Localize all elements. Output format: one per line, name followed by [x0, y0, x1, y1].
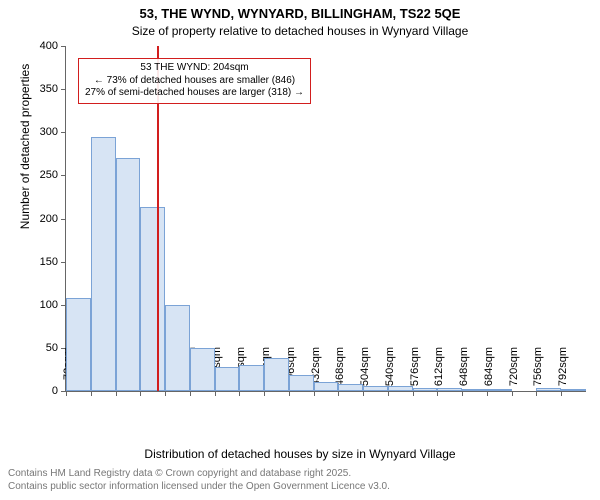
- ytick-label: 100: [40, 299, 58, 311]
- histogram-bar: [388, 386, 413, 391]
- chart-title-sub: Size of property relative to detached ho…: [0, 24, 600, 38]
- histogram-bar: [239, 365, 264, 391]
- ytick-label: 300: [40, 126, 58, 138]
- ytick-label: 400: [40, 40, 58, 52]
- marker-annotation: 53 THE WYND: 204sqm ← 73% of detached ho…: [78, 58, 311, 104]
- histogram-bar: [66, 298, 91, 391]
- histogram-bar: [165, 305, 190, 391]
- footer-line-2: Contains public sector information licen…: [8, 480, 600, 493]
- histogram-bar: [437, 388, 462, 391]
- plot-area: 53 THE WYND: 204sqm ← 73% of detached ho…: [65, 46, 586, 392]
- histogram-bar: [363, 386, 388, 391]
- histogram-bar: [462, 389, 487, 391]
- histogram-bar: [264, 358, 289, 391]
- histogram-bar: [561, 389, 586, 391]
- histogram-bar: [338, 384, 363, 391]
- annotation-title: 53 THE WYND: 204sqm: [85, 62, 304, 75]
- ytick-label: 350: [40, 83, 58, 95]
- ytick-label: 200: [40, 213, 58, 225]
- histogram-bar: [215, 367, 240, 391]
- histogram-bar: [190, 348, 215, 391]
- footer-attribution: Contains HM Land Registry data © Crown c…: [0, 467, 600, 493]
- chart-title-main: 53, THE WYND, WYNYARD, BILLINGHAM, TS22 …: [0, 6, 600, 21]
- histogram-bar: [487, 389, 512, 391]
- histogram-bar: [314, 382, 339, 391]
- ytick-label: 250: [40, 169, 58, 181]
- chart-container: 53, THE WYND, WYNYARD, BILLINGHAM, TS22 …: [0, 0, 600, 500]
- ytick-label: 50: [46, 342, 58, 354]
- histogram-bar: [413, 388, 438, 391]
- histogram-bar: [536, 388, 561, 391]
- annotation-line-1: ← 73% of detached houses are smaller (84…: [85, 75, 304, 88]
- histogram-bar: [140, 207, 165, 391]
- x-axis-label: Distribution of detached houses by size …: [0, 447, 600, 461]
- ytick-label: 150: [40, 256, 58, 268]
- histogram-bar: [91, 137, 116, 391]
- footer-line-1: Contains HM Land Registry data © Crown c…: [8, 467, 600, 480]
- y-axis-label: Number of detached properties: [18, 0, 32, 319]
- annotation-line-2: 27% of semi-detached houses are larger (…: [85, 87, 304, 100]
- histogram-bar: [289, 375, 314, 391]
- ytick-label: 0: [52, 385, 58, 397]
- histogram-bar: [116, 158, 141, 391]
